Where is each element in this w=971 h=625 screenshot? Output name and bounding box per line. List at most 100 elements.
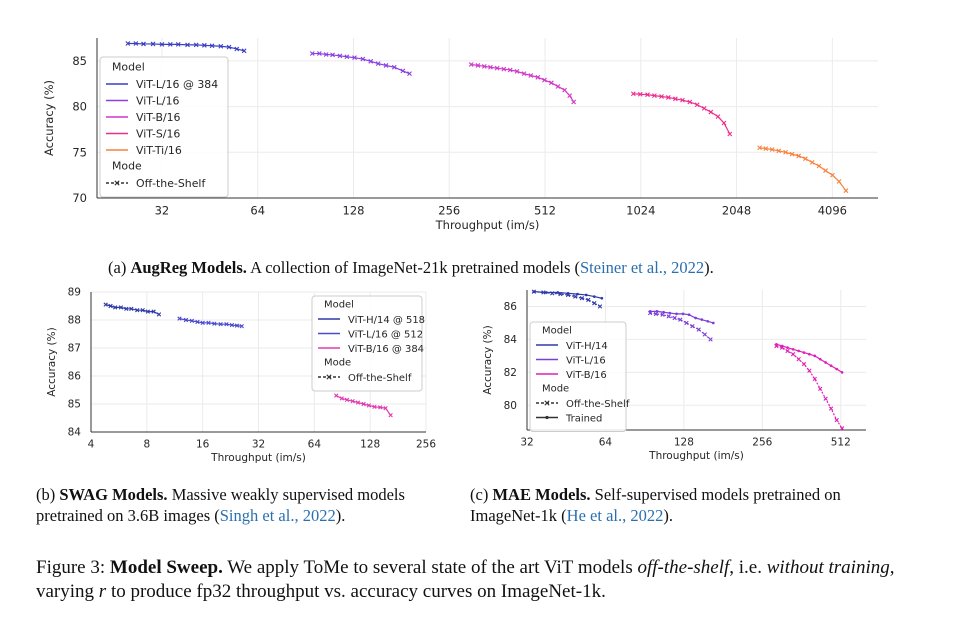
data-point [383, 63, 389, 68]
data-point [201, 42, 207, 48]
data-point [796, 153, 802, 159]
legend-label: Off-the-Shelf [566, 399, 630, 410]
data-point [816, 163, 822, 169]
x-tick-label: 128 [674, 437, 694, 449]
data-point [481, 63, 487, 69]
y-axis-label: Accuracy (%) [46, 327, 58, 396]
x-tick-label: 32 [252, 439, 265, 451]
data-point [783, 149, 788, 155]
data-point [789, 151, 795, 157]
data-point [151, 309, 156, 314]
data-point [337, 53, 343, 59]
x-tick-label: 256 [438, 204, 460, 218]
data-point [226, 44, 232, 50]
data-point [809, 159, 815, 165]
data-point [189, 318, 195, 324]
legend-title-mode: Mode [112, 160, 142, 173]
data-point [829, 364, 833, 368]
x-tick-label: 64 [599, 437, 613, 449]
caption-b: (b) SWAG Models. Massive weakly supervis… [36, 485, 405, 525]
data-point [241, 48, 247, 54]
data-point [141, 41, 146, 47]
data-point [375, 61, 381, 66]
data-point [655, 310, 659, 313]
data-point [368, 58, 374, 64]
data-point [548, 80, 554, 86]
legend-label: ViT-S/16 [136, 128, 180, 141]
legend-title-model: Model [324, 300, 354, 311]
data-point [571, 99, 577, 105]
data-point [234, 323, 240, 328]
data-point [808, 352, 811, 356]
data-point [592, 295, 596, 298]
data-point [488, 64, 493, 70]
data-point [757, 145, 763, 151]
data-point [330, 52, 335, 58]
caption-a-cite[interactable]: Steiner et al., 2022 [579, 258, 705, 277]
data-point [573, 294, 578, 299]
caption-c-bold: MAE Models. [492, 485, 591, 504]
data-point [344, 54, 350, 60]
series-line [471, 63, 575, 103]
data-point [521, 71, 527, 77]
data-point [501, 66, 507, 72]
data-point [212, 321, 217, 326]
data-point [323, 52, 329, 57]
data-point [535, 74, 541, 80]
data-point [690, 324, 695, 329]
x-axis-label: Throughput (im/s) [435, 218, 540, 232]
data-point [700, 318, 704, 321]
data-point [763, 146, 769, 152]
data-point [836, 179, 842, 184]
series-ViT-L/16 @ 384 [125, 41, 247, 54]
data-point [185, 42, 190, 48]
legend-marker [544, 400, 550, 406]
data-point [193, 42, 199, 48]
data-point [407, 71, 412, 77]
data-point [630, 91, 636, 97]
y-tick-label: 85 [72, 54, 87, 68]
y-tick-label: 80 [504, 400, 517, 412]
series-line [650, 312, 711, 340]
series-ViT-H/14 [532, 290, 604, 300]
x-tick-label: 512 [534, 204, 556, 218]
data-point [555, 84, 561, 89]
data-point [775, 343, 778, 346]
data-point [694, 102, 700, 108]
x-tick-label: 8 [143, 439, 150, 451]
x-tick-label: 4 [88, 439, 95, 451]
caption-b-cite[interactable]: Singh et al., 2022 [219, 506, 336, 525]
data-point [400, 68, 406, 74]
data-point [708, 109, 714, 115]
data-point [542, 77, 547, 83]
data-point [727, 131, 733, 137]
data-point [769, 147, 775, 152]
legend-label: Off-the-Shelf [348, 373, 412, 384]
data-point [145, 309, 151, 314]
data-point [108, 303, 113, 309]
chart-mae: 32 64 128 256 512 80 82 84 86 Throughput (im/s) Ac… [482, 289, 866, 462]
data-point [576, 292, 579, 296]
data-point [597, 304, 603, 309]
data-point [129, 306, 134, 311]
caption-c-cite[interactable]: He et al., 2022 [566, 506, 664, 525]
y-tick-label: 85 [68, 399, 81, 411]
data-point [167, 42, 173, 47]
data-point [823, 168, 828, 173]
data-point [708, 337, 713, 342]
x-tick-label: 32 [155, 204, 170, 218]
data-point [680, 97, 685, 103]
data-point [135, 308, 140, 313]
data-point [360, 56, 366, 62]
data-point [824, 361, 827, 364]
data-point [586, 297, 591, 303]
data-point [239, 323, 244, 329]
data-point [156, 312, 162, 317]
data-point [645, 92, 650, 98]
legend-label: ViT-H/14 [566, 341, 608, 352]
data-point [468, 62, 474, 67]
y-tick-label: 87 [68, 343, 81, 355]
series-ViT-L/16 [648, 310, 715, 325]
data-point [150, 41, 156, 47]
data-point [813, 354, 817, 358]
